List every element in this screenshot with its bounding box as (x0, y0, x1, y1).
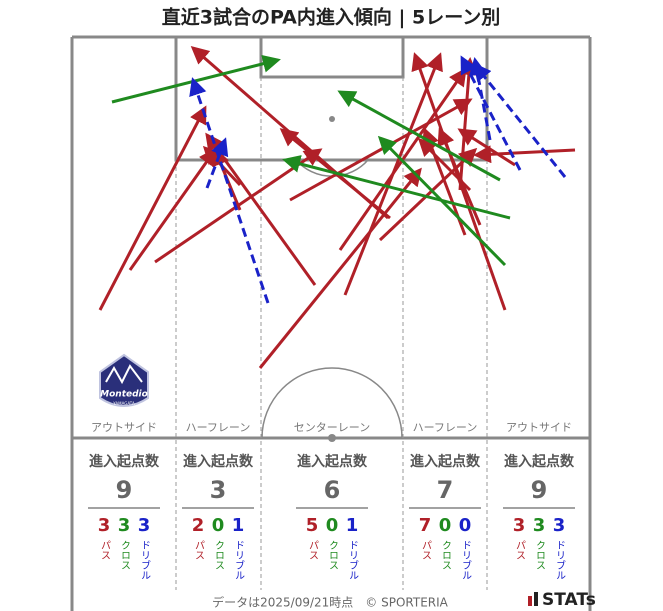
lane-label: ハーフレーン (186, 421, 251, 434)
count-value: 3 (98, 515, 111, 536)
lane-label: アウトサイド (91, 421, 157, 434)
count-label: パス (193, 540, 205, 560)
count-label: クロス (534, 540, 545, 570)
count-value: 0 (326, 515, 339, 536)
count-value: 3 (118, 515, 131, 536)
count-label: ドリブル (554, 540, 566, 580)
lane-label: アウトサイド (506, 421, 572, 434)
count-value: 7 (419, 515, 432, 536)
brand-mark (534, 592, 538, 606)
count-value: 1 (232, 515, 245, 536)
brand-mark (528, 596, 532, 606)
count-value: 3 (553, 515, 566, 536)
team-logo: Montedio YAMAGATA (99, 353, 149, 407)
count-label: パス (99, 540, 111, 560)
lane-header: 進入起点数 (89, 453, 160, 470)
count-value: 5 (306, 515, 319, 536)
count-label: ドリブル (139, 540, 151, 580)
lane-total: 3 (210, 476, 227, 504)
lane-total: 9 (116, 476, 133, 504)
count-label: ドリブル (347, 540, 359, 580)
lane-header: 進入起点数 (183, 453, 254, 470)
count-label: ドリブル (460, 540, 472, 580)
lane-label: ハーフレーン (413, 421, 478, 434)
lane-stats: アウトサイド進入起点数93パス3クロス3ドリブルハーフレーン進入起点数32パス0… (88, 421, 575, 580)
lane-header: 進入起点数 (504, 453, 575, 470)
entry-arrows (98, 46, 576, 369)
count-label: クロス (213, 540, 224, 570)
lane-total: 7 (437, 476, 454, 504)
brand: STATs (542, 590, 596, 610)
count-label: パス (514, 540, 526, 560)
logo-name: Montedio (100, 390, 148, 400)
logo-place: YAMAGATA (112, 401, 135, 406)
lane-label: センターレーン (294, 421, 370, 434)
footer: データは2025/09/21時点 © SPORTERIA (212, 595, 449, 610)
lane-total: 9 (531, 476, 548, 504)
count-label: パス (307, 540, 319, 560)
count-value: 3 (138, 515, 151, 536)
count-value: 0 (459, 515, 472, 536)
title: 直近3試合のPA内進入傾向 | 5レーン別 (162, 6, 501, 29)
count-value: 1 (346, 515, 359, 536)
count-value: 3 (513, 515, 526, 536)
count-label: クロス (327, 540, 338, 570)
lane-total: 6 (324, 476, 341, 504)
count-label: パス (420, 540, 432, 560)
count-label: ドリブル (233, 540, 245, 580)
lane-header: 進入起点数 (297, 453, 368, 470)
count-label: クロス (440, 540, 451, 570)
count-value: 0 (212, 515, 225, 536)
count-label: クロス (119, 540, 130, 570)
lane-header: 進入起点数 (410, 453, 481, 470)
count-value: 2 (192, 515, 205, 536)
count-value: 0 (439, 515, 452, 536)
count-value: 3 (533, 515, 546, 536)
